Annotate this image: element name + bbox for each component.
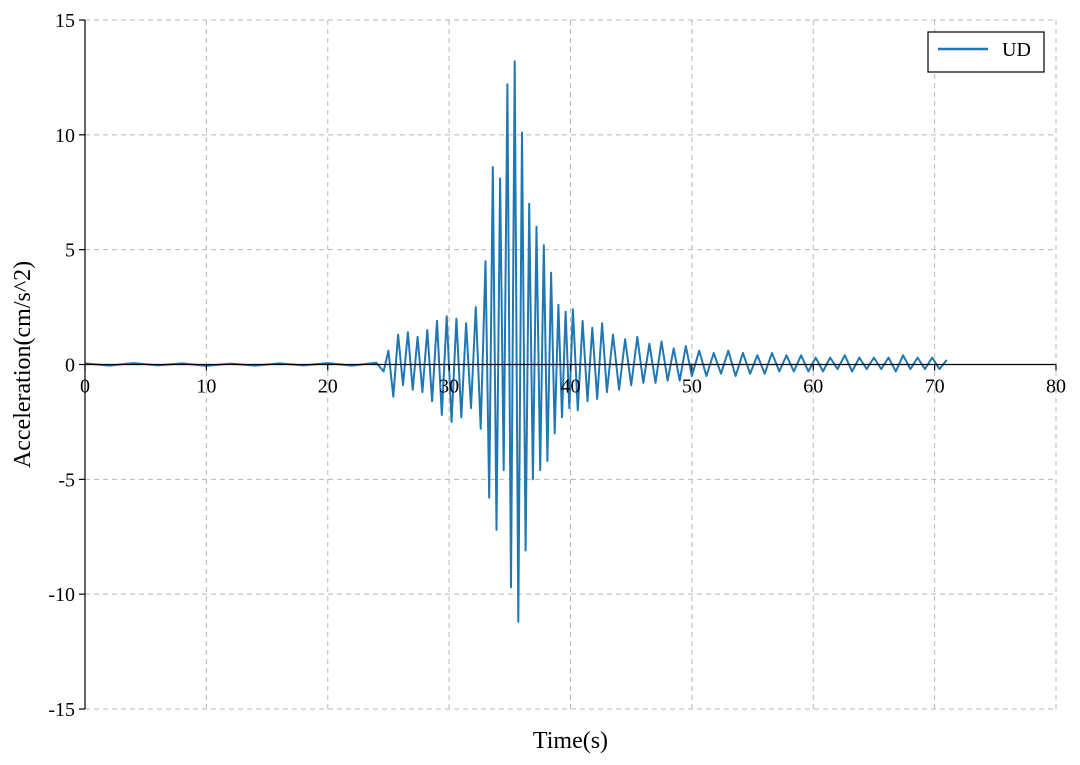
x-tick-label: 60	[803, 376, 823, 398]
tick-labels: -15 -10 -5 0 5 10 15 0 10 20 30 40 50 60 70 80	[48, 10, 1066, 721]
y-tick-label: 5	[65, 240, 75, 262]
x-tick-label: 70	[925, 376, 945, 398]
series-layer	[84, 60, 948, 623]
axes	[79, 19, 1057, 710]
x-tick-label: 10	[196, 376, 216, 398]
y-tick-label: 10	[55, 125, 75, 147]
y-axis-label: Acceleration(cm/s^2)	[10, 261, 36, 468]
x-axis-label: Time(s)	[533, 728, 608, 754]
y-tick-label: 0	[65, 355, 75, 377]
x-tick-label: 40	[561, 376, 581, 398]
x-tick-label: 80	[1046, 376, 1066, 398]
series-line-ud	[84, 60, 948, 623]
x-tick-label: 0	[80, 376, 90, 398]
y-tick-label: 15	[55, 10, 75, 32]
legend-label-ud: UD	[1002, 39, 1031, 61]
legend-box	[927, 31, 1045, 73]
y-tick-label: -5	[58, 469, 75, 491]
x-tick-label: 50	[682, 376, 702, 398]
y-tick-label: -10	[48, 584, 75, 606]
x-tick-label: 20	[318, 376, 338, 398]
legend: UD	[927, 31, 1045, 73]
y-tick-label: -15	[48, 699, 75, 721]
x-tick-label: 30	[439, 376, 459, 398]
